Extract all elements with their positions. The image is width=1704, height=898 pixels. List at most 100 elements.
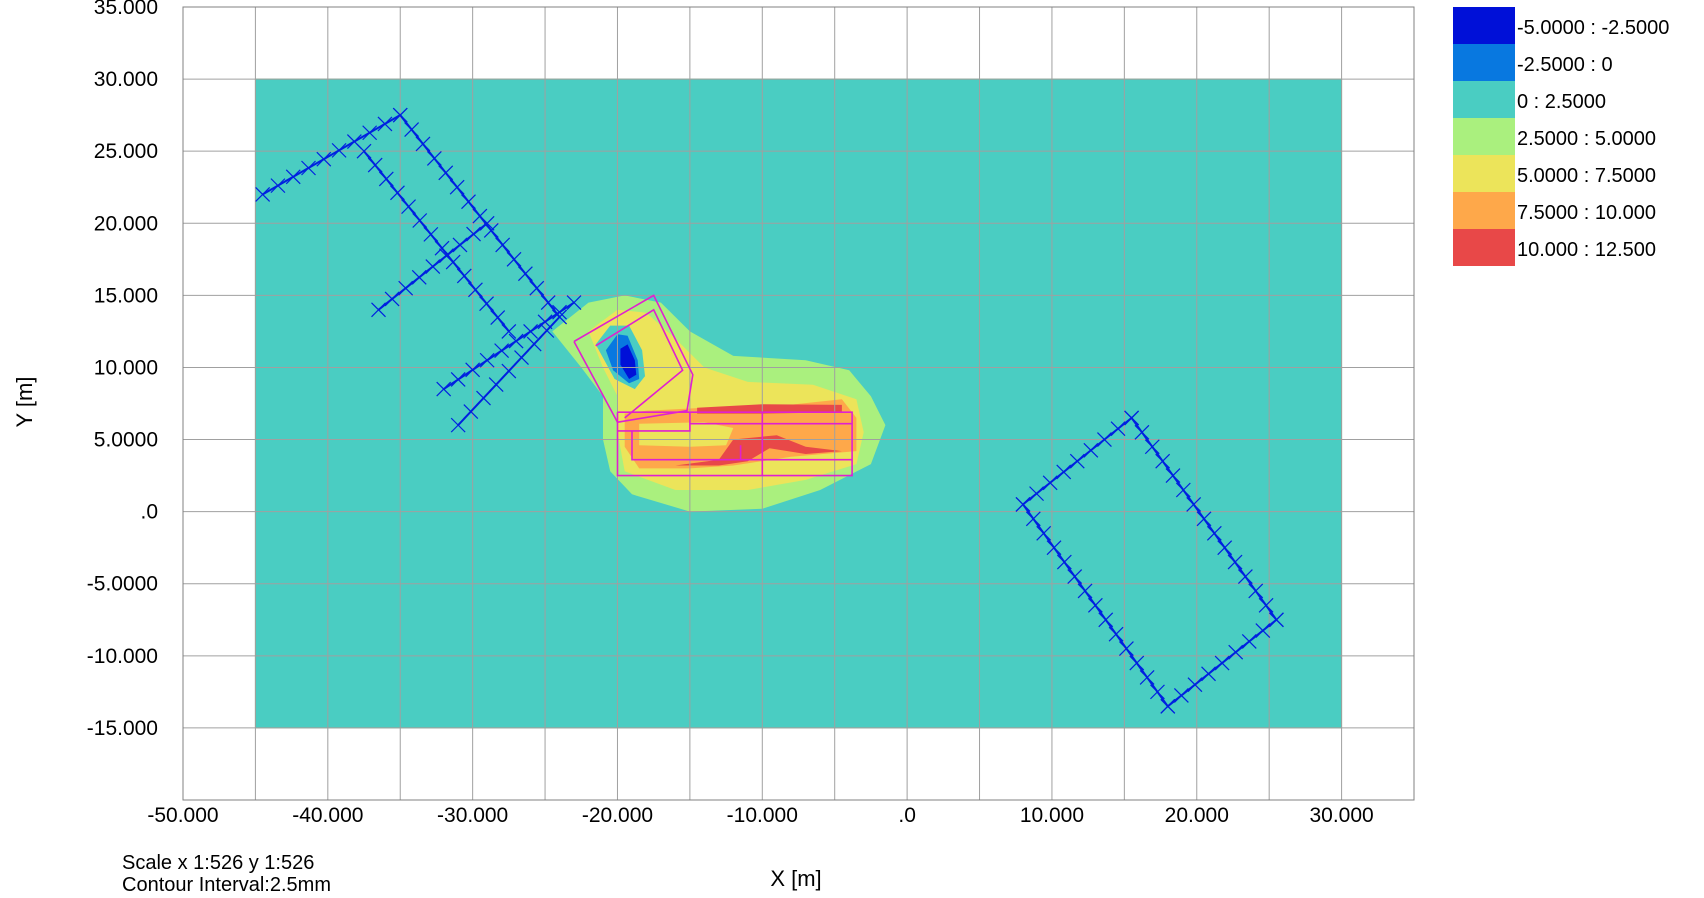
hatch-mark xyxy=(537,314,553,330)
hatch-mark xyxy=(362,125,378,141)
hatch-mark xyxy=(371,302,386,318)
structure-outline-0 xyxy=(573,294,694,424)
legend-label: 0 : 2.5000 xyxy=(1517,91,1606,113)
x-tick-label: -40.000 xyxy=(292,804,363,827)
hatch-mark xyxy=(1029,486,1044,502)
hatch-mark xyxy=(1056,554,1072,570)
y-tick-label: -5.0000 xyxy=(87,573,158,596)
scale-text: Scale x 1:526 y 1:526 xyxy=(122,852,315,874)
legend-swatch xyxy=(1453,229,1515,266)
hatch-mark xyxy=(425,259,441,274)
hatch-mark xyxy=(1083,442,1099,458)
hatch-mark xyxy=(1069,453,1085,469)
hatch-mark xyxy=(1067,569,1083,584)
structure-outline-6 xyxy=(631,430,741,461)
hatch-mark xyxy=(488,377,504,393)
hatch-mark xyxy=(450,417,466,433)
hatch-mark xyxy=(552,304,567,320)
legend-swatch xyxy=(1453,118,1515,155)
y-tick-label: 10.000 xyxy=(94,356,158,379)
hatch-mark xyxy=(1206,525,1222,541)
hatch-mark xyxy=(1255,623,1271,639)
hatch-mark xyxy=(456,268,472,284)
hatch-mark xyxy=(412,213,428,228)
hatch-mark xyxy=(463,404,479,420)
hatch-mark xyxy=(423,226,439,242)
y-tick-label: 25.000 xyxy=(94,140,158,163)
footing-line-12 xyxy=(443,301,575,390)
hatch-mark xyxy=(285,169,301,185)
hatch-mark xyxy=(356,143,372,159)
hatch-mark xyxy=(1036,525,1052,541)
hatch-mark xyxy=(526,336,542,352)
hatch-mark xyxy=(401,199,417,215)
legend: -5.0000 : -2.5000 -2.5000 : 0 0 : 2.5000 2.… xyxy=(1453,7,1669,266)
x-tick-label: -50.000 xyxy=(147,804,218,827)
hatch-mark xyxy=(1098,612,1114,628)
hatch-mark xyxy=(1056,464,1072,480)
hatch-mark xyxy=(508,333,524,349)
legend-label: 7.5000 : 10.000 xyxy=(1517,202,1656,224)
hatch-mark xyxy=(1227,554,1243,570)
hatch-mark xyxy=(1015,497,1031,512)
hatch-mark xyxy=(270,178,286,194)
hatch-mark xyxy=(255,187,271,202)
hatch-mark xyxy=(398,280,414,296)
contour-interval-text: Contour Interval:2.5mm xyxy=(122,874,331,896)
legend-swatch xyxy=(1453,7,1515,44)
hatch-mark xyxy=(1110,421,1126,437)
hatch-mark xyxy=(1139,670,1155,685)
legend-label: 10.000 : 12.500 xyxy=(1517,239,1656,261)
hatch-mark xyxy=(434,240,450,256)
contour-region-3 xyxy=(639,422,734,447)
hatch-mark xyxy=(1187,677,1203,693)
legend-label: -5.0000 : -2.5000 xyxy=(1517,17,1669,39)
overlay-layer xyxy=(255,107,1284,714)
hatch-mark xyxy=(450,372,466,387)
hatch-mark xyxy=(411,269,427,285)
hatch-mark xyxy=(483,223,499,238)
legend-label: 5.0000 : 7.5000 xyxy=(1517,165,1656,187)
hatch-mark xyxy=(331,142,347,158)
contour-region-8 xyxy=(620,344,637,379)
x-axis-label: X [m] xyxy=(770,866,821,891)
contour-region-4 xyxy=(697,404,842,414)
x-tick-label: -10.000 xyxy=(727,804,798,827)
x-tick-label: .0 xyxy=(898,804,916,827)
hatch-mark xyxy=(346,134,362,149)
structure-outline-4 xyxy=(617,412,691,432)
hatch-mark xyxy=(449,179,465,195)
hatch-mark xyxy=(1196,511,1212,527)
hatch-mark xyxy=(539,323,555,338)
y-tick-label: 20.000 xyxy=(94,212,158,235)
hatch-mark xyxy=(466,226,481,242)
hatch-mark xyxy=(404,122,420,137)
hatch-mark xyxy=(438,248,454,264)
hatch-mark xyxy=(378,171,394,187)
tick-layer: -50.000 -40.000 -30.000 -20.000 -10.000 .0 10.… xyxy=(87,0,1374,827)
y-tick-label: 35.000 xyxy=(94,0,158,19)
hatch-mark xyxy=(465,362,481,378)
structure-outline-2 xyxy=(616,411,853,477)
hatch-mark xyxy=(540,295,556,310)
hatch-mark xyxy=(461,194,476,210)
hatch-mark xyxy=(438,165,454,181)
legend-swatch xyxy=(1453,155,1515,192)
y-tick-label: 5.0000 xyxy=(94,429,158,452)
legend-label: 2.5000 : 5.0000 xyxy=(1517,128,1656,150)
hatch-mark xyxy=(1025,511,1041,527)
hatch-mark xyxy=(472,208,488,224)
hatch-mark xyxy=(1087,597,1103,613)
contour-layer xyxy=(552,295,886,512)
plot-frame xyxy=(182,6,1415,801)
hatch-mark xyxy=(1241,633,1257,649)
hatch-mark xyxy=(1186,497,1202,512)
hatch-mark xyxy=(479,215,495,231)
y-tick-label: -15.000 xyxy=(87,717,158,740)
footer-info: Scale x 1:526 y 1:526 Contour Interval:2… xyxy=(122,852,331,896)
hatch-mark xyxy=(1108,626,1124,642)
legend-label: -2.5000 : 0 xyxy=(1517,54,1613,76)
hatch-mark xyxy=(415,136,431,152)
hatch-mark xyxy=(501,323,517,339)
